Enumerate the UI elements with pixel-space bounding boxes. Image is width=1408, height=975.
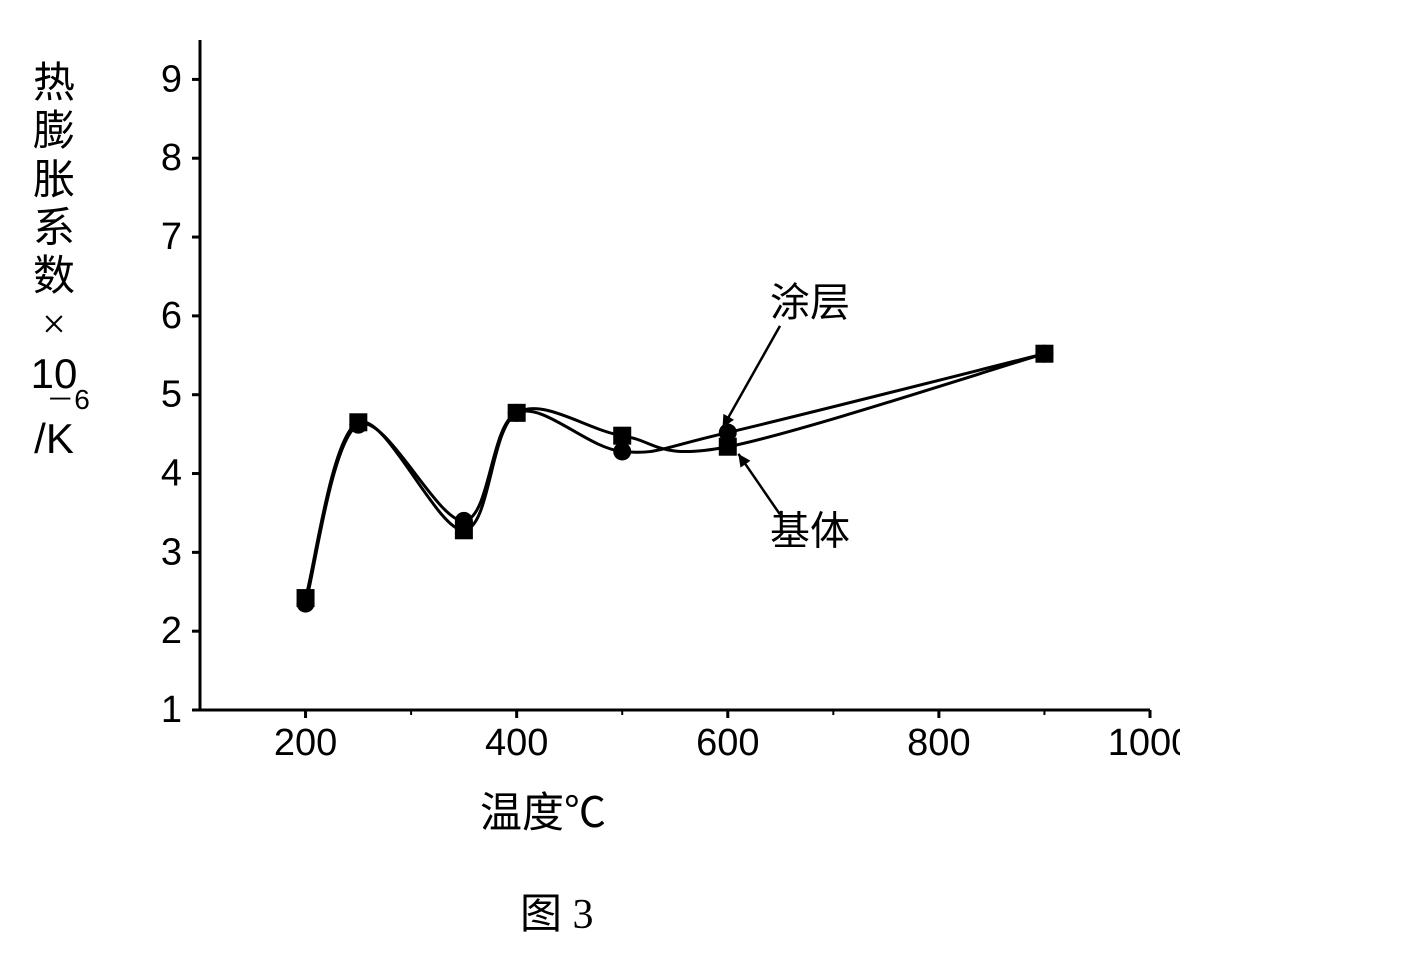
marker-square (455, 521, 473, 539)
x-tick-label: 1000 (1108, 722, 1180, 764)
y-axis-label-char: 数 (33, 253, 75, 301)
y-tick-label: 1 (161, 689, 182, 731)
y-axis-label-exp: －6 (46, 392, 90, 409)
x-tick-label: 200 (274, 722, 337, 764)
y-axis-label-char: 系 (33, 205, 75, 253)
y-tick-label: 3 (161, 531, 182, 573)
marker-square (349, 413, 367, 431)
x-tick-label: 400 (485, 722, 548, 764)
y-tick-label: 2 (161, 610, 182, 652)
y-tick-label: 7 (161, 216, 182, 258)
annotation-label: 涂层 (770, 280, 850, 325)
y-tick-label: 5 (161, 374, 182, 416)
x-tick-label: 600 (696, 722, 759, 764)
y-tick-label: 4 (161, 453, 182, 495)
annotation-label: 基体 (770, 508, 850, 553)
marker-circle (613, 442, 631, 460)
chart-svg: 1 2 3 4 5 6 7 8 9 200 400 600 800 1000 涂层基体 (80, 20, 1180, 800)
figure-caption: 图 3 (520, 880, 594, 941)
y-axis-label-container: 热膨胀系数×10－6/K (24, 60, 84, 680)
chart-container: 1234567892004006008001000涂层基体 温度℃ (80, 20, 1180, 820)
y-axis-label-char: 热 (33, 60, 75, 108)
y-tick-label: 8 (161, 137, 182, 179)
marker-square (613, 427, 631, 445)
y-axis-label-char: 胀 (33, 157, 75, 205)
y-axis-label-times: × (42, 301, 66, 349)
y-tick-label: 6 (161, 295, 182, 337)
y-tick-label: 9 (161, 58, 182, 100)
marker-square (719, 438, 737, 456)
x-tick-label: 800 (907, 722, 970, 764)
x-axis-label: 温度℃ (480, 779, 606, 840)
annotation-arrow-line (723, 326, 781, 428)
y-axis-label-char: 膨 (33, 108, 75, 156)
marker-square (297, 589, 315, 607)
y-axis-label-perK: /K (34, 415, 74, 463)
marker-square (1035, 345, 1053, 363)
annotation-arrow-head (738, 454, 750, 468)
marker-square (508, 404, 526, 422)
